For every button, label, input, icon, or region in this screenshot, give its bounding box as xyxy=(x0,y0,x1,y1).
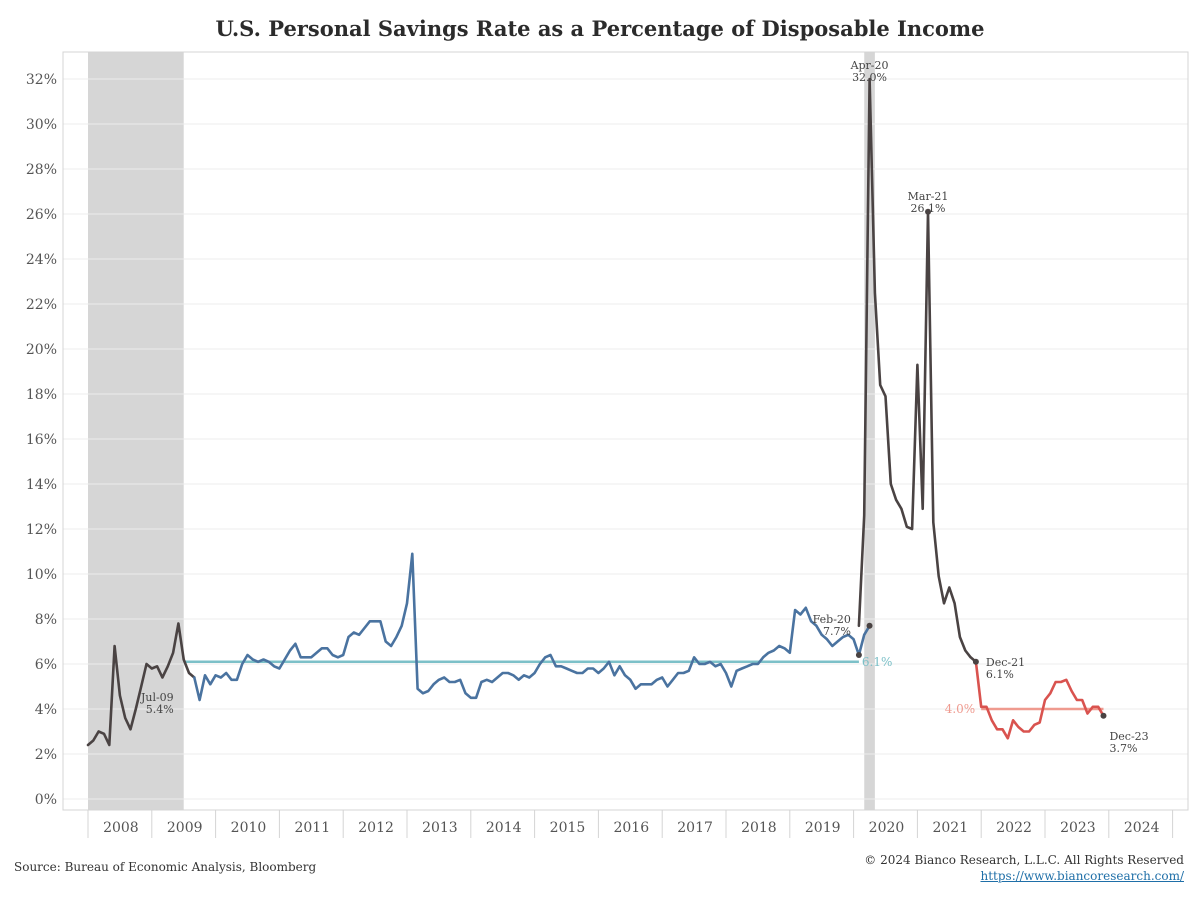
x-tick-label: 2019 xyxy=(805,820,841,836)
y-tick-label: 18% xyxy=(26,387,57,403)
annotation-value: 26.1% xyxy=(911,202,946,215)
x-tick-label: 2021 xyxy=(932,820,968,836)
x-tick-label: 2014 xyxy=(486,820,522,836)
y-tick-label: 16% xyxy=(26,432,57,448)
series-line-2 xyxy=(857,77,978,664)
y-tick-label: 12% xyxy=(26,522,57,538)
x-tick-label: 2017 xyxy=(677,820,713,836)
x-tick-label: 2020 xyxy=(869,820,905,836)
y-tick-label: 20% xyxy=(26,342,57,358)
website-link[interactable]: https://www.biancoresearch.com/ xyxy=(980,869,1184,883)
chart-title: U.S. Personal Savings Rate as a Percenta… xyxy=(215,16,985,41)
annotation-dot xyxy=(972,658,979,665)
reference-line-label: 6.1% xyxy=(862,655,893,669)
x-tick-label: 2013 xyxy=(422,820,458,836)
annotation-dot xyxy=(925,208,932,215)
annotation-dot xyxy=(1100,712,1107,719)
x-tick-label: 2018 xyxy=(741,820,777,836)
x-tick-label: 2012 xyxy=(358,820,394,836)
series-line-1 xyxy=(193,552,871,702)
y-tick-label: 0% xyxy=(35,792,57,808)
y-tick-label: 10% xyxy=(26,567,57,583)
y-tick-label: 22% xyxy=(26,297,57,313)
x-tick-label: 2009 xyxy=(167,820,203,836)
annotation-date: Dec-21 xyxy=(986,656,1025,669)
x-tick-label: 2024 xyxy=(1124,820,1160,836)
x-tick-label: 2015 xyxy=(550,820,586,836)
recession-band xyxy=(864,52,875,810)
footer-credits: © 2024 Bianco Research, L.L.C. All Right… xyxy=(864,852,1184,884)
copyright-text: © 2024 Bianco Research, L.L.C. All Right… xyxy=(864,853,1184,867)
annotation-date: Dec-23 xyxy=(1109,730,1148,743)
x-tick-label: 2011 xyxy=(294,820,330,836)
x-tick-label: 2023 xyxy=(1060,820,1096,836)
x-tick-label: 2016 xyxy=(613,820,649,836)
annotation-date: Apr-20 xyxy=(850,59,889,72)
x-tick-label: 2022 xyxy=(996,820,1032,836)
y-tick-label: 28% xyxy=(26,162,57,178)
recession-band xyxy=(88,52,184,810)
y-tick-label: 24% xyxy=(26,252,57,268)
annotation-date: Jul-09 xyxy=(140,691,174,704)
annotation-dot xyxy=(855,652,862,658)
annotation-value: 32.0% xyxy=(852,71,887,84)
annotation-dot xyxy=(866,622,873,629)
series-line-0 xyxy=(86,622,196,747)
y-tick-label: 32% xyxy=(26,72,57,88)
source-note: Source: Bureau of Economic Analysis, Blo… xyxy=(14,860,317,874)
y-tick-label: 8% xyxy=(35,612,57,628)
y-tick-label: 2% xyxy=(35,747,57,763)
y-tick-label: 4% xyxy=(35,702,57,718)
y-tick-label: 14% xyxy=(26,477,57,493)
annotation-value: 5.4% xyxy=(146,703,174,716)
annotation-date: Feb-20 xyxy=(813,613,851,626)
annotation-value: 3.7% xyxy=(1109,742,1137,755)
x-tick-label: 2010 xyxy=(231,820,267,836)
annotation-date: Mar-21 xyxy=(908,190,949,203)
x-tick-label: 2008 xyxy=(103,820,139,836)
y-tick-label: 26% xyxy=(26,207,57,223)
y-tick-label: 6% xyxy=(35,657,57,673)
plot-frame xyxy=(62,51,1189,811)
reference-line-label: 4.0% xyxy=(945,702,976,716)
annotation-value: 7.7% xyxy=(823,625,851,638)
y-tick-label: 30% xyxy=(26,117,57,133)
annotation-value: 6.1% xyxy=(986,668,1014,681)
series-line-3 xyxy=(974,660,1105,740)
